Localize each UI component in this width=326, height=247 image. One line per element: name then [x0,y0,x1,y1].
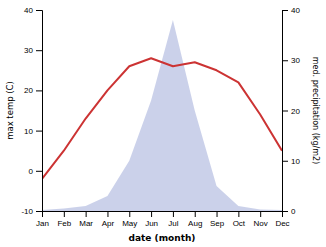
y-tick-mark [36,131,42,132]
x-tick-label: Apr [102,219,115,228]
y-tick-label: 10 [24,127,33,136]
x-tick: Jan [36,211,49,228]
x-tick-mark [151,211,152,217]
y2-tick: 10 [282,157,300,166]
y-tick-mark [36,90,42,91]
y2-tick: 20 [282,107,300,116]
axis-line [43,212,283,218]
x-tick-mark [217,211,218,217]
chart-svg: Jan Feb Mar Apr May Jun Jul Aug Sep Oct Nov Dec -10 0… [0,0,326,247]
x-tick-label: Oct [233,219,246,228]
x-tick-mark [107,211,108,217]
precipitation-area [42,20,282,211]
y-tick: 0 [29,167,42,176]
x-tick-label: Jun [145,219,158,228]
y-tick: 20 [24,86,42,95]
axis-line [36,11,43,212]
y-tick-label: 40 [24,6,33,15]
x-tick: Oct [233,211,246,228]
y-tick: 40 [24,6,42,15]
x-tick: Nov [254,211,268,228]
x-tick-mark [195,211,196,217]
y-tick-mark [36,50,42,51]
y2-tick-mark [282,10,288,11]
x-tick-label: Jul [168,219,178,228]
x-tick-label: Aug [188,219,202,228]
x-tick-label: Mar [79,219,93,228]
x-tick-label: Jan [36,219,49,228]
x-tick: Dec [275,211,289,228]
y-tick: 30 [24,46,42,55]
x-tick: Jul [168,211,178,228]
y2-tick: 0 [282,207,296,216]
x-tick-label: Nov [254,219,268,228]
y2-tick: 40 [282,6,300,15]
x-tick-mark [238,211,239,217]
x-tick-mark [64,211,65,217]
x-tick-mark [129,211,130,217]
y2-axis: 0 10 20 30 40 [282,6,300,216]
y2-tick-mark [282,60,288,61]
x-tick: Apr [102,211,115,228]
y2-tick-label: 40 [291,6,300,15]
axis-line [283,11,289,212]
y-tick: 10 [24,127,42,136]
y2-tick-label: 30 [291,56,300,65]
x-tick: Sep [210,211,225,228]
y-tick-label: 0 [29,167,34,176]
chart-container: Jan Feb Mar Apr May Jun Jul Aug Sep Oct Nov Dec -10 0… [0,0,326,247]
x-tick: Jun [145,211,158,228]
y2-tick-label: 20 [291,107,300,116]
x-axis: Jan Feb Mar Apr May Jun Jul Aug Sep Oct Nov Dec [36,211,290,228]
plot-area [42,20,282,211]
x-tick-label: Sep [210,219,225,228]
y-tick-mark [36,10,42,11]
y2-tick-label: 0 [291,207,296,216]
x-tick-label: Feb [57,219,71,228]
x-axis-title: date (month) [129,233,196,243]
x-tick-label: Dec [275,219,289,228]
x-tick-mark [86,211,87,217]
x-tick: May [122,211,137,228]
y2-tick-mark [282,211,288,212]
x-tick: Feb [57,211,71,228]
y2-tick-label: 10 [291,157,300,166]
y-tick-mark [36,211,42,212]
x-tick-label: May [122,219,137,228]
x-tick-mark [173,211,174,217]
y-axis-title: max temp (C) [5,81,15,140]
y-tick-mark [36,171,42,172]
x-tick-mark [260,211,261,217]
y2-tick: 30 [282,56,300,65]
temperature-line [42,58,282,179]
y-axis: -10 0 10 20 30 40 [21,6,42,216]
y-tick-label: -10 [21,207,33,216]
y-tick-label: 30 [24,46,33,55]
y-tick: -10 [21,207,42,216]
x-tick: Aug [188,211,202,228]
y2-tick-mark [282,161,288,162]
y2-axis-title: med. precipitation (kg/m2) [311,57,320,164]
x-tick: Mar [79,211,93,228]
y2-tick-mark [282,111,288,112]
y-tick-label: 20 [24,86,33,95]
